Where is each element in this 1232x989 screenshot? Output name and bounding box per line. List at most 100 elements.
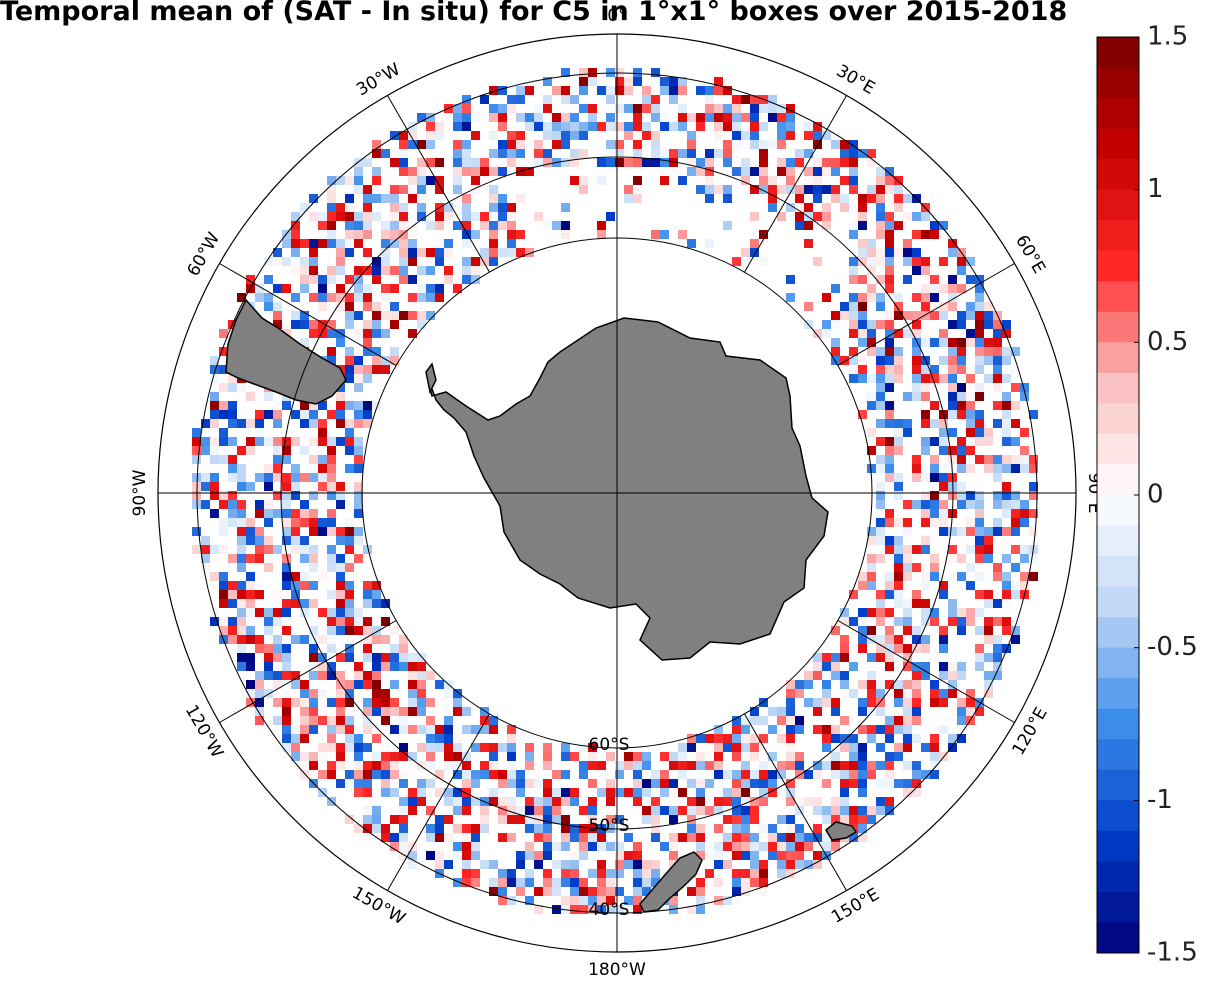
grid-cell bbox=[309, 581, 318, 590]
grid-cell bbox=[372, 761, 381, 770]
grid-cell bbox=[903, 392, 912, 401]
grid-cell bbox=[327, 509, 336, 518]
grid-cell bbox=[282, 284, 291, 293]
grid-cell bbox=[849, 293, 858, 302]
grid-cell bbox=[345, 248, 354, 257]
grid-cell bbox=[651, 779, 660, 788]
grid-cell bbox=[840, 644, 849, 653]
grid-cell bbox=[282, 671, 291, 680]
grid-cell bbox=[282, 725, 291, 734]
grid-cell bbox=[579, 878, 588, 887]
grid-cell bbox=[858, 329, 867, 338]
grid-cell bbox=[948, 302, 957, 311]
grid-cell bbox=[849, 356, 858, 365]
grid-cell bbox=[282, 410, 291, 419]
grid-cell bbox=[903, 257, 912, 266]
grid-cell bbox=[624, 761, 633, 770]
grid-cell bbox=[255, 635, 264, 644]
grid-cell bbox=[885, 779, 894, 788]
grid-cell bbox=[948, 608, 957, 617]
grid-cell bbox=[408, 752, 417, 761]
grid-cell bbox=[255, 545, 264, 554]
grid-cell bbox=[390, 194, 399, 203]
grid-cell bbox=[291, 212, 300, 221]
grid-cell bbox=[309, 419, 318, 428]
grid-cell bbox=[318, 221, 327, 230]
grid-cell bbox=[210, 356, 219, 365]
grid-cell bbox=[291, 698, 300, 707]
grid-cell bbox=[660, 149, 669, 158]
grid-cell bbox=[903, 734, 912, 743]
grid-cell bbox=[417, 725, 426, 734]
grid-cell bbox=[840, 158, 849, 167]
grid-cell bbox=[588, 68, 597, 77]
grid-cell bbox=[462, 275, 471, 284]
grid-cell bbox=[957, 410, 966, 419]
grid-cell bbox=[300, 545, 309, 554]
colorbar-step bbox=[1097, 525, 1139, 557]
grid-cell bbox=[282, 563, 291, 572]
grid-cell bbox=[1020, 428, 1029, 437]
grid-cell bbox=[309, 239, 318, 248]
grid-cell bbox=[471, 878, 480, 887]
grid-cell bbox=[417, 653, 426, 662]
grid-cell bbox=[345, 212, 354, 221]
grid-cell bbox=[309, 320, 318, 329]
grid-cell bbox=[858, 707, 867, 716]
grid-cell bbox=[480, 257, 489, 266]
grid-cell bbox=[921, 419, 930, 428]
grid-cell bbox=[489, 149, 498, 158]
grid-cell bbox=[570, 905, 579, 914]
grid-cell bbox=[435, 185, 444, 194]
grid-cell bbox=[732, 833, 741, 842]
grid-cell bbox=[885, 410, 894, 419]
grid-cell bbox=[894, 221, 903, 230]
grid-cell bbox=[300, 338, 309, 347]
grid-cell bbox=[939, 302, 948, 311]
grid-cell bbox=[687, 824, 696, 833]
grid-cell bbox=[381, 707, 390, 716]
grid-cell bbox=[678, 86, 687, 95]
grid-cell bbox=[390, 842, 399, 851]
grid-cell bbox=[1002, 509, 1011, 518]
grid-cell bbox=[579, 905, 588, 914]
grid-cell bbox=[345, 185, 354, 194]
grid-cell bbox=[993, 599, 1002, 608]
grid-cell bbox=[714, 860, 723, 869]
grid-cell bbox=[912, 590, 921, 599]
grid-cell bbox=[363, 617, 372, 626]
grid-cell bbox=[453, 752, 462, 761]
grid-cell bbox=[912, 212, 921, 221]
grid-cell bbox=[867, 428, 876, 437]
grid-cell bbox=[426, 293, 435, 302]
grid-cell bbox=[480, 158, 489, 167]
grid-cell bbox=[705, 779, 714, 788]
grid-cell bbox=[435, 176, 444, 185]
grid-cell bbox=[435, 239, 444, 248]
grid-cell bbox=[948, 383, 957, 392]
grid-cell bbox=[921, 500, 930, 509]
grid-cell bbox=[642, 869, 651, 878]
grid-cell bbox=[291, 545, 300, 554]
grid-cell bbox=[633, 788, 642, 797]
grid-cell bbox=[741, 752, 750, 761]
grid-cell bbox=[903, 518, 912, 527]
grid-cell bbox=[300, 581, 309, 590]
grid-cell bbox=[858, 311, 867, 320]
grid-cell bbox=[633, 68, 642, 77]
grid-cell bbox=[372, 662, 381, 671]
grid-cell bbox=[390, 770, 399, 779]
grid-cell bbox=[1020, 464, 1029, 473]
grid-cell bbox=[417, 167, 426, 176]
grid-cell bbox=[345, 779, 354, 788]
grid-cell bbox=[300, 275, 309, 284]
grid-cell bbox=[975, 383, 984, 392]
grid-cell bbox=[588, 122, 597, 131]
antarctic-peninsula-tip bbox=[425, 362, 437, 395]
grid-cell bbox=[435, 293, 444, 302]
grid-cell bbox=[633, 860, 642, 869]
grid-cell bbox=[516, 95, 525, 104]
grid-cell bbox=[498, 815, 507, 824]
grid-cell bbox=[471, 824, 480, 833]
grid-cell bbox=[570, 833, 579, 842]
